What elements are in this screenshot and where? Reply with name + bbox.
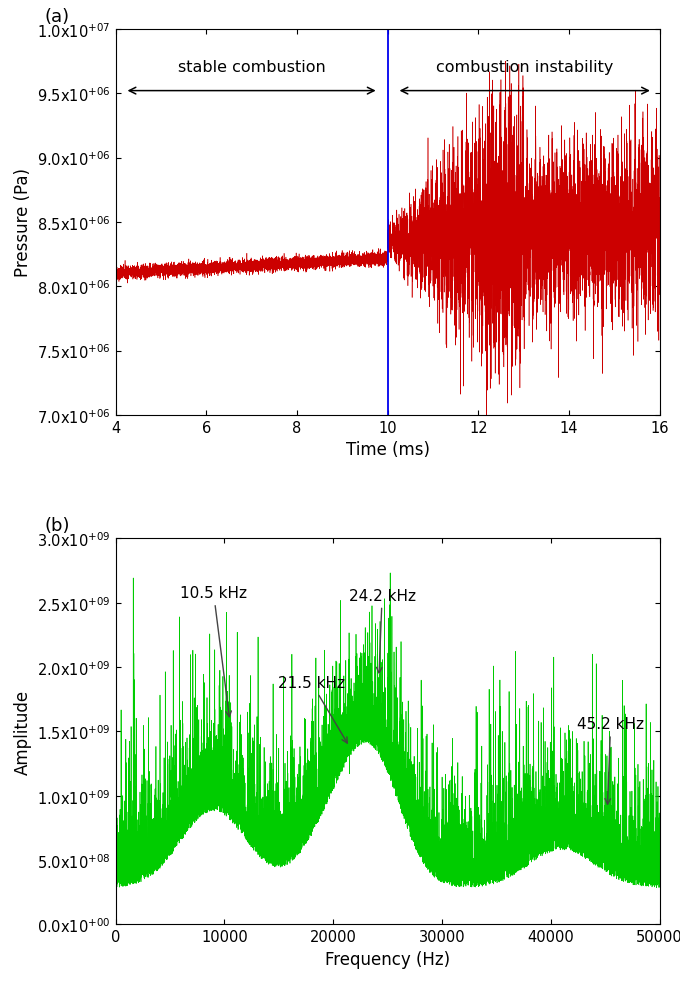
Text: (a): (a): [45, 8, 70, 26]
Text: 21.5 kHz: 21.5 kHz: [278, 676, 347, 744]
Text: stable combustion: stable combustion: [177, 60, 326, 75]
Text: combustion instability: combustion instability: [436, 60, 613, 75]
X-axis label: Frequency (Hz): Frequency (Hz): [325, 950, 450, 968]
Y-axis label: Amplitude: Amplitude: [14, 689, 31, 774]
Text: (b): (b): [45, 517, 71, 535]
Text: 24.2 kHz: 24.2 kHz: [349, 588, 415, 673]
X-axis label: Time (ms): Time (ms): [345, 440, 430, 459]
Text: 45.2 kHz: 45.2 kHz: [577, 717, 644, 804]
Text: 10.5 kHz: 10.5 kHz: [180, 585, 247, 717]
Y-axis label: Pressure (Pa): Pressure (Pa): [14, 168, 31, 277]
